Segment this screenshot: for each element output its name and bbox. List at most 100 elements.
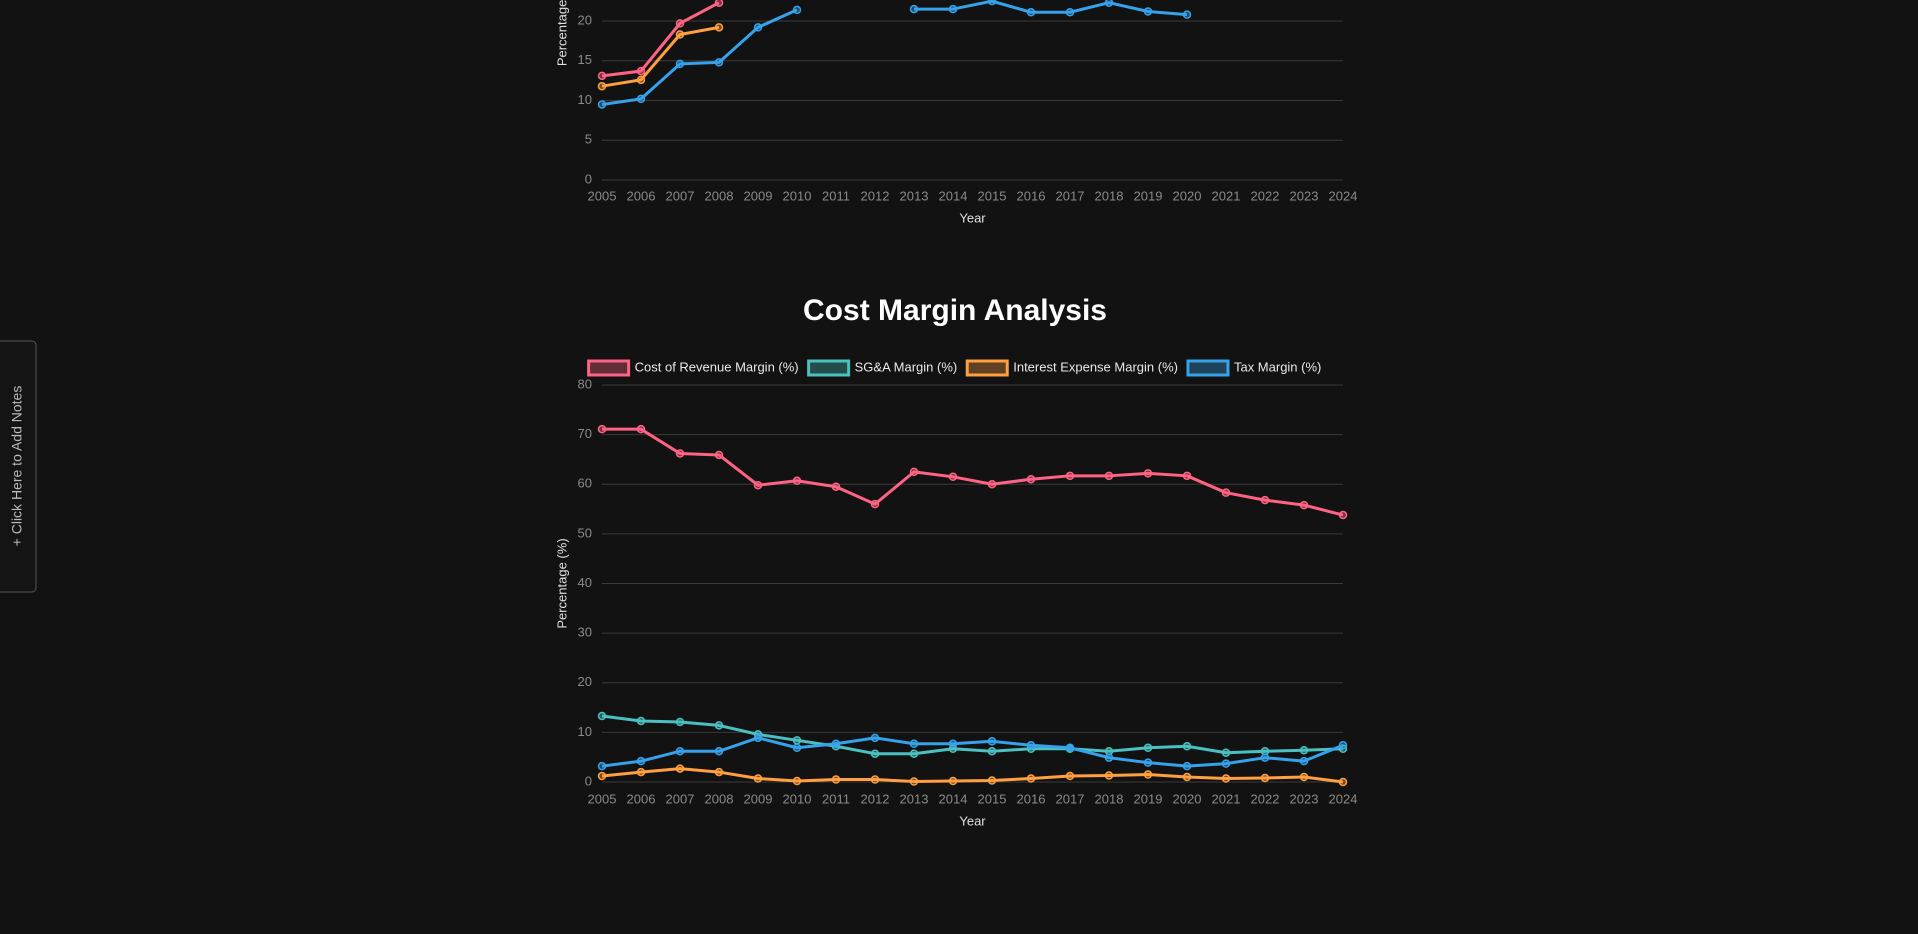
notes-tab[interactable]: + Click Here to Add Notes: [0, 340, 37, 593]
x-tick-label: 2012: [861, 188, 890, 203]
data-point: [636, 66, 646, 76]
data-point: [1026, 8, 1036, 17]
legend-label: Interest Expense Margin (%): [1013, 359, 1178, 374]
x-tick-label: 2007: [666, 791, 695, 806]
x-tick-label: 2015: [978, 188, 1007, 203]
x-tick-label: 2008: [705, 791, 734, 806]
data-point: [831, 482, 841, 491]
data-point: [792, 736, 802, 745]
x-tick-label: 2012: [861, 791, 890, 806]
y-tick-label: 70: [578, 426, 592, 441]
data-point: [714, 450, 724, 460]
x-tick-label: 2013: [900, 791, 929, 806]
data-point: [1104, 471, 1114, 481]
x-tick-label: 2005: [588, 791, 617, 806]
data-point: [870, 499, 880, 509]
x-tick-label: 2005: [588, 188, 617, 203]
data-point: [675, 746, 685, 756]
data-point: [909, 739, 919, 749]
data-point: [1260, 495, 1270, 505]
data-point: [1026, 774, 1036, 783]
data-point: [1260, 753, 1270, 762]
data-point: [909, 4, 919, 14]
y-tick-label: 10: [578, 92, 592, 107]
y-tick-label: 5: [585, 132, 592, 147]
data-point: [753, 733, 763, 743]
x-tick-label: 2019: [1134, 188, 1163, 203]
data-point: [987, 746, 997, 756]
x-tick-label: 2013: [900, 188, 929, 203]
data-point: [1221, 488, 1231, 497]
data-point: [948, 472, 958, 482]
data-point: [714, 58, 724, 67]
series-line: [601, 714, 1344, 756]
y-axis-label: Percentage (%): [554, 538, 569, 628]
x-tick-label: 2024: [1329, 791, 1358, 806]
data-point: [597, 711, 607, 721]
data-point: [1182, 471, 1192, 481]
x-tick-label: 2011: [822, 791, 850, 806]
x-tick-label: 2015: [978, 791, 1007, 806]
x-axis-label: Year: [959, 813, 986, 828]
series-line: [601, 736, 1344, 768]
data-point: [1065, 743, 1075, 753]
x-tick-label: 2023: [1290, 188, 1319, 203]
x-tick-label: 2011: [822, 188, 850, 203]
x-tick-label: 2009: [744, 188, 773, 203]
data-point: [675, 59, 685, 69]
y-tick-label: 0: [585, 773, 592, 788]
data-point: [909, 777, 919, 786]
data-point: [1143, 7, 1153, 16]
data-point: [987, 480, 997, 489]
legend-label: Tax Margin (%): [1234, 359, 1321, 374]
data-point: [1338, 741, 1348, 750]
y-tick-label: 40: [578, 575, 592, 590]
data-point: [948, 739, 958, 749]
x-tick-label: 2020: [1173, 188, 1202, 203]
y-tick-label: 30: [578, 625, 592, 640]
x-tick-label: 2022: [1251, 188, 1280, 203]
data-point: [1221, 759, 1231, 768]
data-point: [987, 776, 997, 785]
chart-title: Cost Margin Analysis: [803, 294, 1107, 327]
y-tick-label: 80: [578, 376, 592, 391]
data-point: [870, 733, 880, 743]
y-tick-label: 20: [578, 12, 592, 27]
data-point: [753, 774, 763, 783]
notes-tab-label[interactable]: + Click Here to Add Notes: [9, 386, 25, 547]
data-point: [714, 721, 724, 730]
notes-tab-box[interactable]: [0, 340, 37, 593]
legend-swatch: [587, 359, 631, 377]
data-point: [1182, 10, 1192, 19]
data-point: [675, 764, 685, 773]
data-point: [675, 449, 685, 458]
y-tick-label: 20: [578, 674, 592, 689]
data-point: [597, 71, 607, 81]
x-tick-label: 2010: [783, 791, 812, 806]
y-tick-label: 0: [585, 171, 592, 186]
x-tick-label: 2022: [1251, 791, 1280, 806]
y-tick-label: 60: [578, 476, 592, 491]
data-point: [714, 0, 724, 7]
data-point: [792, 776, 802, 786]
data-point: [1026, 741, 1036, 750]
legend-label: Cost of Revenue Margin (%): [635, 359, 799, 374]
x-tick-label: 2021: [1212, 791, 1241, 806]
x-tick-label: 2018: [1095, 791, 1124, 806]
data-point: [1299, 772, 1309, 782]
x-axis-label: Year: [959, 210, 986, 225]
data-point: [636, 756, 646, 766]
x-tick-label: 2006: [627, 188, 656, 203]
series-line: [601, 25, 720, 88]
data-point: [1260, 773, 1270, 783]
data-point: [870, 749, 880, 758]
x-tick-label: 2007: [666, 188, 695, 203]
series-line: [601, 1, 720, 78]
data-point: [597, 424, 607, 434]
x-tick-label: 2021: [1212, 188, 1241, 203]
data-point: [1338, 510, 1348, 520]
data-point: [1182, 742, 1192, 751]
data-point: [636, 716, 646, 726]
data-point: [753, 480, 763, 490]
